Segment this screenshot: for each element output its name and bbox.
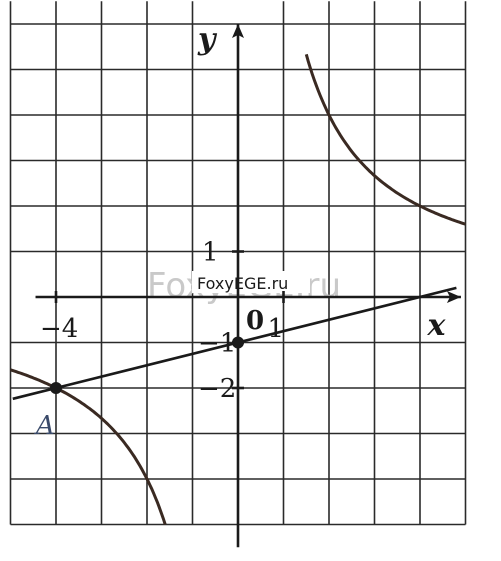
x-axis-label: x — [427, 308, 447, 343]
y-axis-arrow — [232, 24, 244, 38]
data-point — [232, 336, 244, 349]
axes: −4 11−1−2 — [35, 24, 461, 548]
watermark-text: FoxyEGE.ru — [197, 274, 288, 293]
y-axis-label: y — [197, 22, 218, 57]
origin-label: 0 — [246, 306, 264, 336]
point-label: A — [34, 411, 55, 441]
x-axis-arrow — [446, 291, 461, 303]
x-tick-label: 1 — [268, 314, 285, 344]
y-tick-label: −2 — [198, 374, 236, 404]
y-tick-label: 1 — [202, 238, 219, 268]
watermark: FoxyEGE.ru FoxyEGE.ru — [147, 266, 341, 306]
marks: A — [34, 336, 244, 441]
data-point — [50, 382, 62, 394]
x-tick-label: −4 — [40, 314, 78, 344]
series-hyperbola-branch — [304, 53, 466, 226]
watermark-bg — [192, 271, 310, 293]
series-hyperbola-branch — [10, 368, 167, 525]
